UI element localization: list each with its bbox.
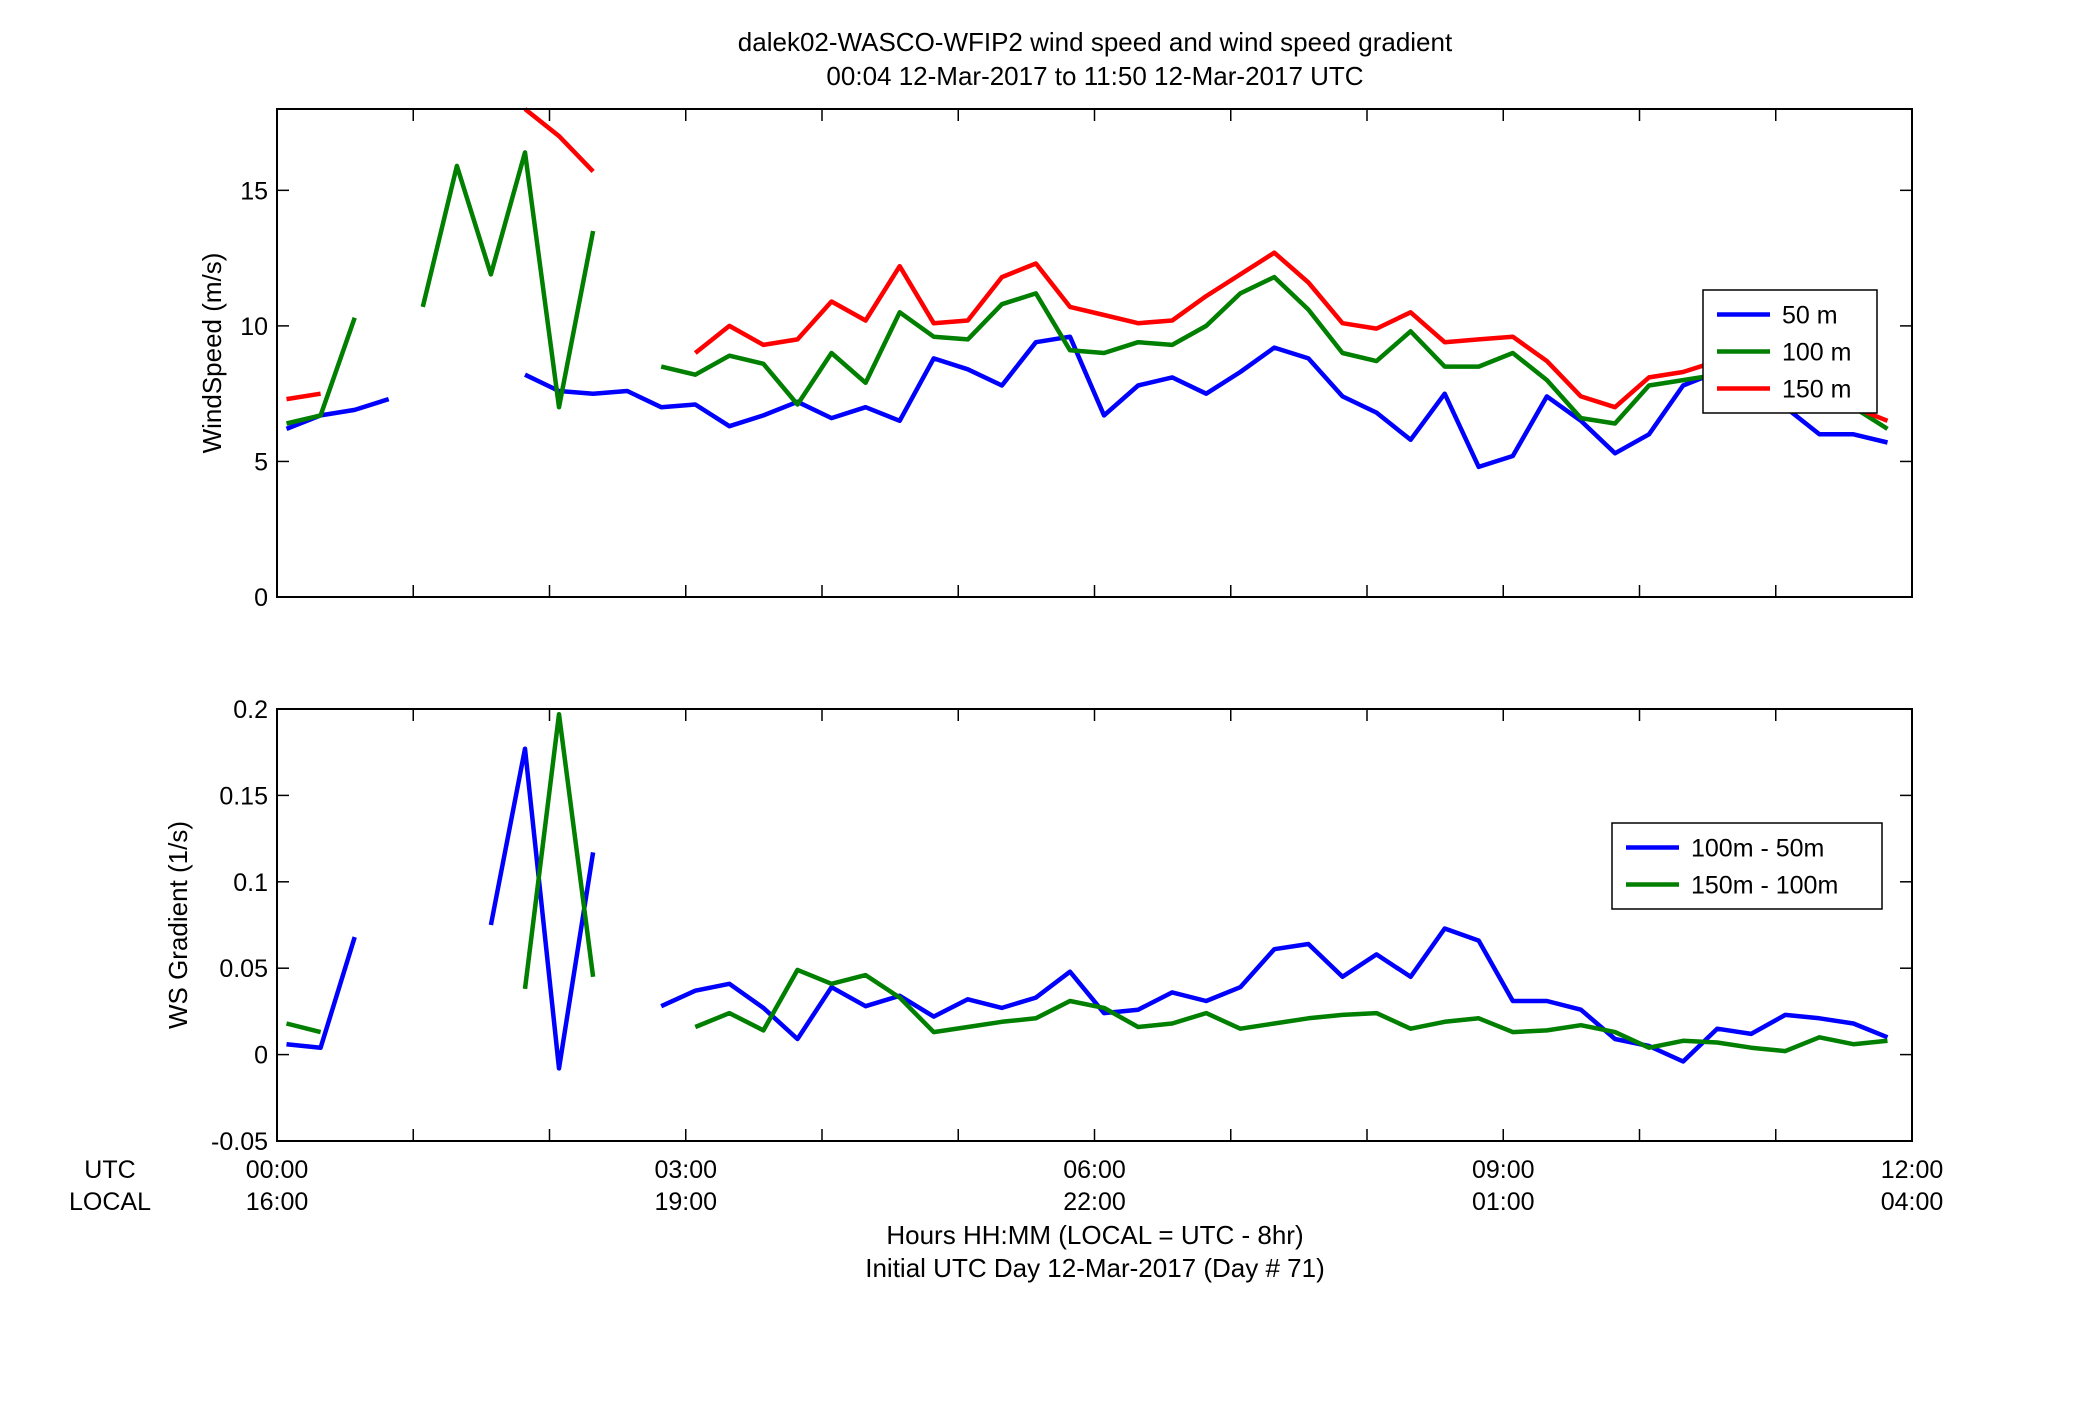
gradient-ytick-label: 0.15 (219, 782, 268, 810)
gradient-ytick-label: 0.2 (233, 696, 268, 724)
utc-row-label: UTC (84, 1156, 135, 1184)
local-tick-label: 16:00 (246, 1188, 309, 1216)
gradient-legend-label: 100m - 50m (1691, 835, 1824, 863)
gradient-ytick-label: 0 (254, 1042, 268, 1070)
windspeed-series-2-segment-1 (525, 109, 593, 171)
windspeed-legend-label: 50 m (1782, 302, 1838, 330)
gradient-series-0-segment-1 (491, 749, 593, 1069)
windspeed-legend: 50 m 100 m 150 m (1703, 290, 1877, 413)
utc-tick-label: 03:00 (654, 1156, 717, 1184)
local-tick-label: 04:00 (1881, 1188, 1944, 1216)
utc-tick-label: 00:00 (246, 1156, 309, 1184)
local-tick-label: 19:00 (654, 1188, 717, 1216)
gradient-panel: -0.05 0 0.05 0.1 0.15 0.2 WS Gradient (1/s) 1… (163, 696, 1912, 1156)
figure: dalek02-WASCO-WFIP2 wind speed and wind … (0, 0, 2098, 1425)
windspeed-legend-label: 100 m (1782, 339, 1851, 367)
local-row-label: LOCAL (69, 1188, 151, 1216)
windspeed-series-1-segment-0 (287, 318, 355, 424)
x-axis-tick-labels: 00:00 16:00 03:00 19:00 06:00 22:00 09:00 01:00… (246, 1156, 1944, 1216)
windspeed-ticks: 0 5 10 15 (240, 109, 1912, 612)
windspeed-series-2-segment-0 (287, 394, 321, 399)
x-axis-label-line1: Hours HH:MM (LOCAL = UTC - 8hr) (886, 1220, 1303, 1250)
x-axis-label-line2: Initial UTC Day 12-Mar-2017 (Day # 71) (865, 1253, 1325, 1283)
windspeed-legend-label: 150 m (1782, 376, 1851, 404)
chart-title-line1: dalek02-WASCO-WFIP2 wind speed and wind … (738, 27, 1453, 57)
windspeed-series-1-segment-1 (423, 152, 593, 407)
windspeed-lines (287, 109, 1888, 467)
windspeed-series-1-segment-2 (661, 277, 1717, 423)
gradient-legend-label: 150m - 100m (1691, 872, 1838, 900)
windspeed-series-2-segment-2 (695, 253, 1717, 408)
windspeed-ytick-label: 15 (240, 177, 268, 205)
gradient-ytick-label: 0.05 (219, 955, 268, 983)
local-tick-label: 22:00 (1063, 1188, 1126, 1216)
utc-tick-label: 09:00 (1472, 1156, 1535, 1184)
gradient-y-axis-label: WS Gradient (1/s) (163, 821, 193, 1029)
windspeed-ytick-label: 10 (240, 313, 268, 341)
windspeed-panel: 0 5 10 15 WindSpeed (m/s) 50 m 100 m 150 m (197, 109, 1912, 612)
utc-tick-label: 12:00 (1881, 1156, 1944, 1184)
gradient-legend: 100m - 50m 150m - 100m (1612, 823, 1882, 909)
gradient-ytick-label: 0.1 (233, 869, 268, 897)
gradient-ytick-label: -0.05 (211, 1128, 268, 1156)
windspeed-series-0-segment-0 (287, 399, 389, 429)
local-tick-label: 01:00 (1472, 1188, 1535, 1216)
gradient-ticks: -0.05 0 0.05 0.1 0.15 0.2 (211, 696, 1912, 1156)
chart-title-line2: 00:04 12-Mar-2017 to 11:50 12-Mar-2017 U… (826, 61, 1363, 91)
utc-tick-label: 06:00 (1063, 1156, 1126, 1184)
gradient-series-1-segment-0 (287, 1024, 321, 1033)
windspeed-ytick-label: 0 (254, 584, 268, 612)
windspeed-y-axis-label: WindSpeed (m/s) (197, 253, 227, 454)
windspeed-ytick-label: 5 (254, 448, 268, 476)
